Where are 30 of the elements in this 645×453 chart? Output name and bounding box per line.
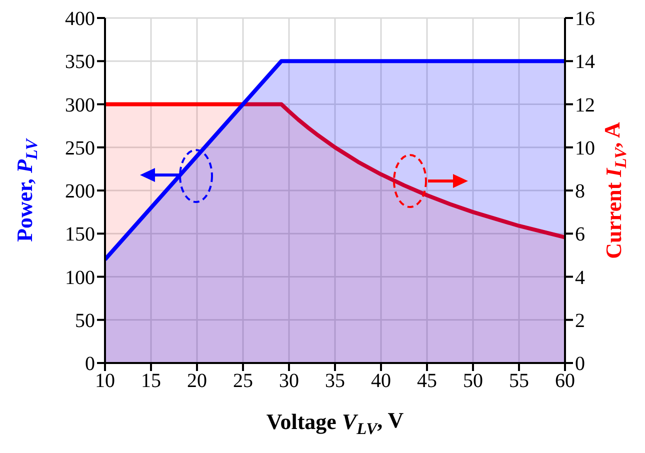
y2-tick-label: 14 <box>575 51 595 74</box>
x-tick-label: 40 <box>371 370 391 392</box>
y-tick-label: 300 <box>65 94 95 116</box>
y2-tick-label: 10 <box>575 137 595 160</box>
y-tick-label: 350 <box>65 51 95 74</box>
x-axis-title: Voltage V$_{LV}$, V <box>266 407 404 438</box>
x-tick-label: 20 <box>187 370 207 392</box>
y2-tick-label: 12 <box>575 94 595 116</box>
x-tick-label: 35 <box>325 370 345 392</box>
y-tick-label: 150 <box>65 224 95 246</box>
y-tick-label: 400 <box>65 8 95 30</box>
y-tick-label: 250 <box>65 137 95 160</box>
y2-tick-label: 16 <box>575 8 595 30</box>
y-tick-label: 0 <box>85 353 95 376</box>
x-tick-label: 45 <box>417 370 437 392</box>
x-tick-label: 25 <box>233 370 253 392</box>
y2-tick-label: 6 <box>575 224 585 246</box>
x-tick-label: 55 <box>509 370 529 392</box>
y2-tick-label: 0 <box>575 353 585 376</box>
y-tick-label: 100 <box>65 266 95 289</box>
x-tick-label: 10 <box>95 370 115 392</box>
y2-tick-label: 2 <box>575 310 585 332</box>
y-tick-label: 200 <box>65 180 95 203</box>
x-tick-label: 50 <box>463 370 483 392</box>
x-tick-label: 30 <box>279 370 299 392</box>
y-tick-label: 50 <box>75 310 95 332</box>
y2-tick-label: 8 <box>575 180 585 203</box>
y2-tick-label: 4 <box>575 266 585 289</box>
x-tick-label: 60 <box>555 370 575 392</box>
x-tick-label: 15 <box>141 370 161 392</box>
